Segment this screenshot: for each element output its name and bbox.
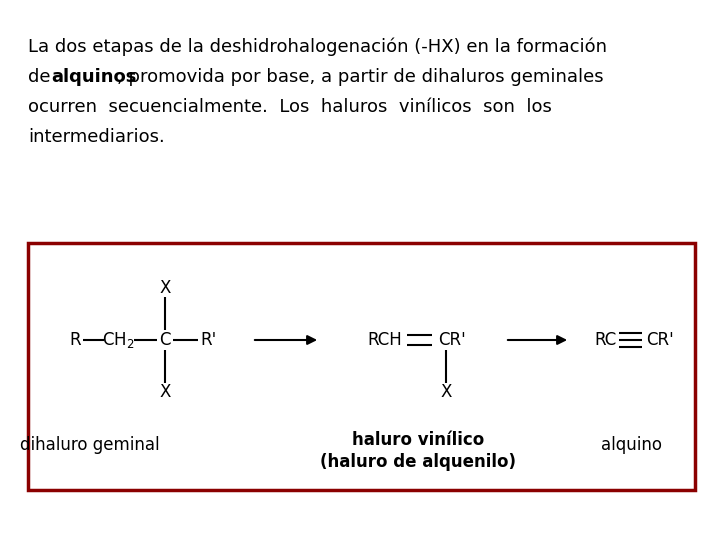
Text: alquino: alquino xyxy=(601,436,662,454)
Text: intermediarios.: intermediarios. xyxy=(28,128,165,146)
Text: CH$_2$: CH$_2$ xyxy=(102,330,134,350)
Text: R': R' xyxy=(200,331,216,349)
Text: dihaluro geminal: dihaluro geminal xyxy=(20,436,160,454)
Text: X: X xyxy=(441,383,451,401)
Text: RC: RC xyxy=(594,331,616,349)
Text: (haluro de alquenilo): (haluro de alquenilo) xyxy=(320,453,516,471)
Text: La dos etapas de la deshidrohalogenación (-HX) en la formación: La dos etapas de la deshidrohalogenación… xyxy=(28,38,607,57)
Text: ocurren  secuencialmente.  Los  haluros  vinílicos  son  los: ocurren secuencialmente. Los haluros vin… xyxy=(28,98,552,116)
Text: C: C xyxy=(159,331,171,349)
Text: de: de xyxy=(28,68,56,86)
Text: alquinos: alquinos xyxy=(51,68,136,86)
Text: X: X xyxy=(159,383,171,401)
Bar xyxy=(28,243,695,490)
Text: R: R xyxy=(69,331,81,349)
Text: RCH: RCH xyxy=(368,331,402,349)
Text: , promovida por base, a partir de dihaluros geminales: , promovida por base, a partir de dihalu… xyxy=(117,68,603,86)
Text: X: X xyxy=(159,279,171,297)
Text: haluro vinílico: haluro vinílico xyxy=(352,431,484,449)
Text: CR': CR' xyxy=(438,331,466,349)
Text: CR': CR' xyxy=(646,331,674,349)
